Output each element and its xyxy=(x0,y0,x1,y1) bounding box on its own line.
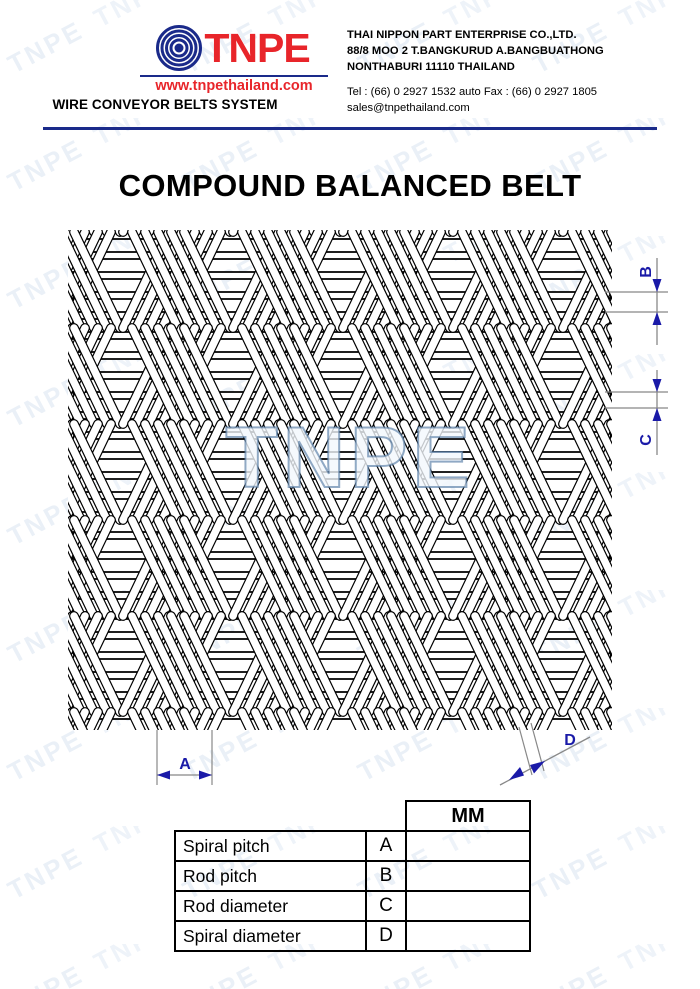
row-value-rod-diameter[interactable] xyxy=(405,890,531,922)
row-symbol-d: D xyxy=(365,920,407,952)
dimension-label-d: D xyxy=(564,732,576,749)
mesh-spiral-wires xyxy=(68,230,612,730)
header-divider xyxy=(43,127,657,130)
dimension-label-a: A xyxy=(179,756,191,773)
table-row: Rod diameter C xyxy=(174,890,531,922)
table-header-blank-label xyxy=(175,801,366,831)
page-header: TNPE www.tnpethailand.com WIRE CONVEYOR … xyxy=(0,0,700,130)
row-value-spiral-diameter[interactable] xyxy=(405,920,531,952)
table-row: Spiral pitch A xyxy=(174,830,531,862)
mesh-rods xyxy=(68,231,612,720)
company-address-line2: NONTHABURI 11110 THAILAND xyxy=(347,60,515,73)
company-info: THAI NIPPON PART ENTERPRISE CO.,LTD. 88/… xyxy=(347,28,687,117)
company-address-line1: 88/8 MOO 2 T.BANGKURUD A.BANGBUATHONG xyxy=(347,44,604,57)
row-label-spiral-diameter: Spiral diameter xyxy=(174,920,367,952)
row-symbol-c: C xyxy=(365,890,407,922)
spiral-logo-icon xyxy=(156,25,203,71)
company-logo: TNPE www.tnpethailand.com xyxy=(78,22,328,95)
company-name: THAI NIPPON PART ENTERPRISE CO.,LTD. xyxy=(347,29,577,41)
logo-wordmark: TNPE xyxy=(204,24,310,71)
dimension-label-c: C xyxy=(638,434,655,446)
dimension-c: C xyxy=(605,370,668,455)
logo-tagline: WIRE CONVEYOR BELTS SYSTEM xyxy=(52,97,278,112)
row-label-rod-pitch: Rod pitch xyxy=(174,860,367,892)
page-title: COMPOUND BALANCED BELT xyxy=(118,168,582,203)
row-value-spiral-pitch[interactable] xyxy=(405,830,531,862)
row-symbol-a: A xyxy=(365,830,407,862)
row-label-spiral-pitch: Spiral pitch xyxy=(174,830,367,862)
center-watermark: TNPE xyxy=(224,410,475,506)
table-header-blank-symbol xyxy=(366,801,406,831)
table-header-row: MM xyxy=(175,800,531,832)
table-row: Spiral diameter D xyxy=(174,920,531,952)
table-row: Rod pitch B xyxy=(174,860,531,892)
row-value-rod-pitch[interactable] xyxy=(405,860,531,892)
row-symbol-b: B xyxy=(365,860,407,892)
specification-table: MM Spiral pitch A Rod pitch B Rod diamet… xyxy=(174,800,531,952)
table-header-unit: MM xyxy=(405,800,531,832)
logo-website-url: www.tnpethailand.com xyxy=(155,78,313,94)
dimension-d: D xyxy=(499,722,591,786)
company-phone-fax: Tel : (66) 0 2927 1532 auto Fax : (66) 0… xyxy=(347,85,598,98)
dimension-label-b: B xyxy=(638,266,655,278)
row-label-rod-diameter: Rod diameter xyxy=(174,890,367,922)
company-email: sales@tnpethailand.com xyxy=(347,101,470,114)
dimension-a: A xyxy=(156,730,213,785)
dimension-b: B xyxy=(605,258,668,345)
